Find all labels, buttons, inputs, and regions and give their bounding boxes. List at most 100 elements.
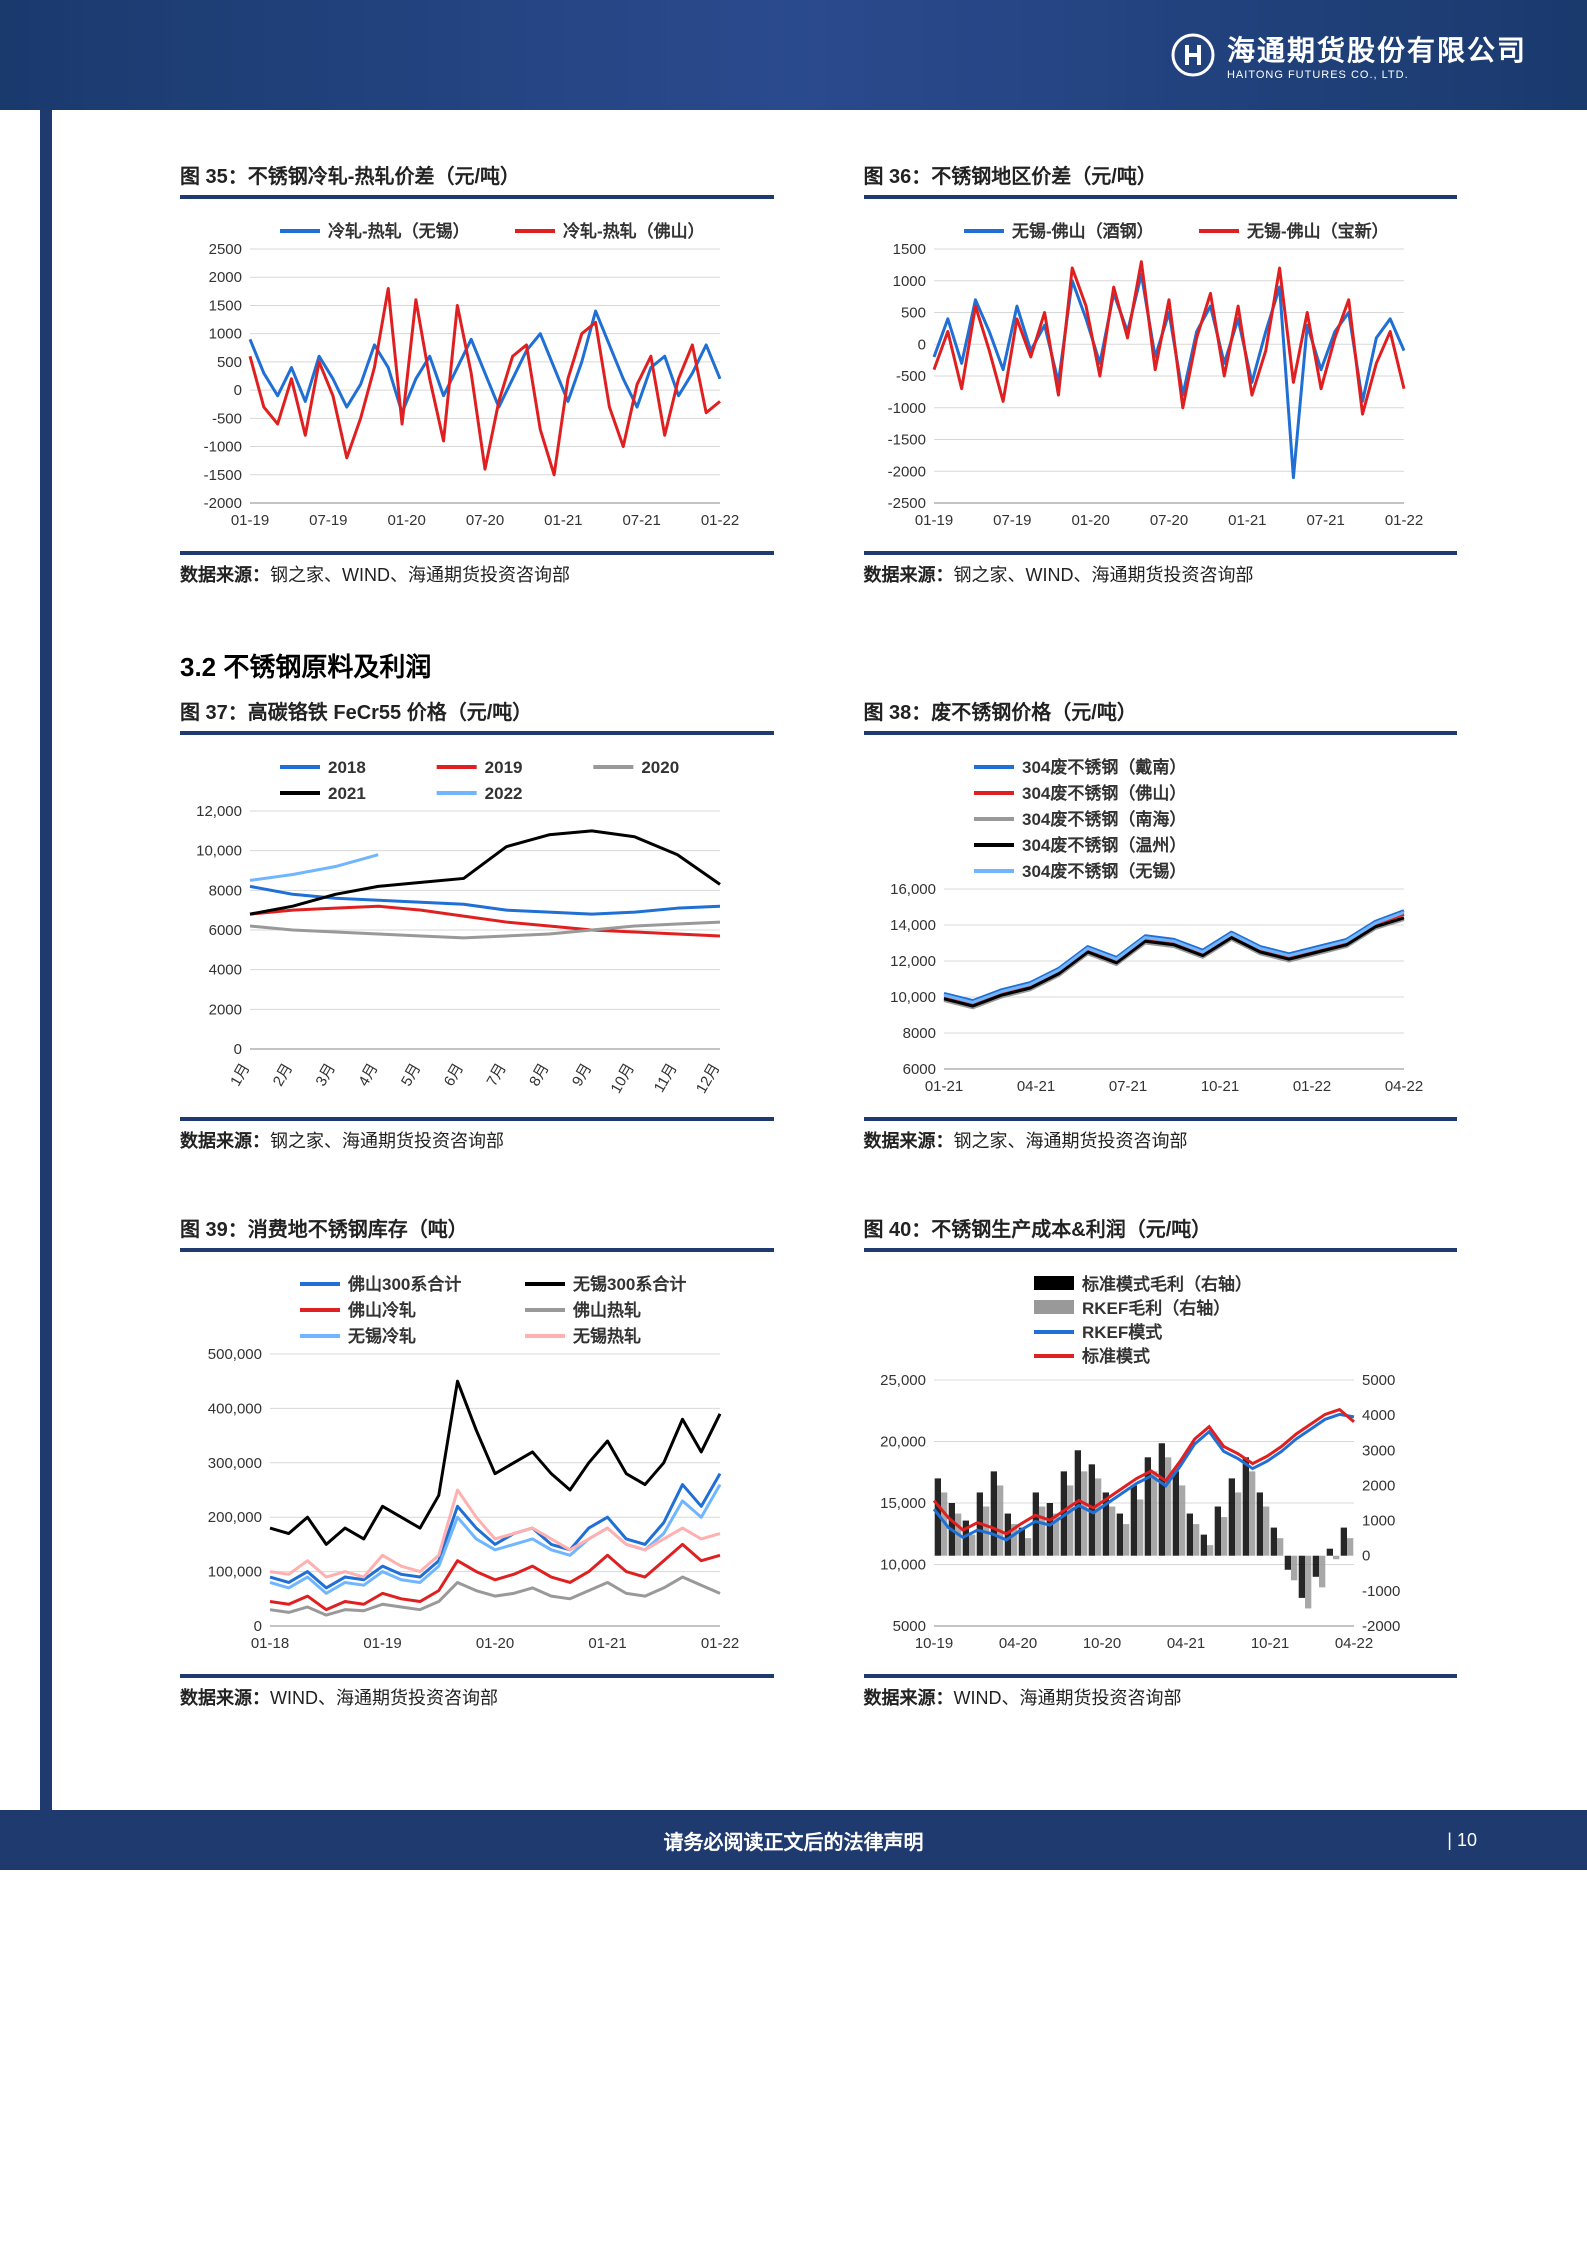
logo-icon: [1171, 33, 1215, 77]
company-logo: 海通期货股份有限公司 HAITONG FUTURES CO., LTD.: [1171, 29, 1527, 81]
svg-text:2019: 2019: [485, 758, 523, 777]
chart-row-2: 图 37：高碳铬铁 FeCr55 价格（元/吨） 201820192020202…: [180, 696, 1457, 1153]
svg-text:100,000: 100,000: [208, 1564, 262, 1581]
svg-text:4000: 4000: [209, 962, 242, 979]
svg-text:300,000: 300,000: [208, 1455, 262, 1472]
logo-text-cn: 海通期货股份有限公司: [1227, 29, 1527, 69]
svg-text:-1000: -1000: [1362, 1583, 1400, 1600]
svg-text:0: 0: [917, 336, 925, 353]
svg-text:400,000: 400,000: [208, 1400, 262, 1417]
chart-svg: 冷轧-热轧（无锡）冷轧-热轧（佛山）-2000-1500-1000-500050…: [180, 213, 740, 543]
svg-text:-1000: -1000: [887, 400, 925, 417]
svg-text:304废不锈钢（佛山）: 304废不锈钢（佛山）: [1022, 783, 1186, 803]
svg-text:12月: 12月: [693, 1061, 724, 1097]
svg-text:5000: 5000: [1362, 1372, 1395, 1389]
svg-text:冷轧-热轧（佛山）: 冷轧-热轧（佛山）: [563, 221, 705, 241]
svg-text:0: 0: [234, 382, 242, 399]
side-stripe: [40, 110, 52, 1810]
svg-text:1月: 1月: [227, 1061, 253, 1090]
svg-text:2000: 2000: [209, 1001, 242, 1018]
svg-text:RKEF模式: RKEF模式: [1082, 1322, 1162, 1342]
chart-source: 数据来源：钢之家、WIND、海通期货投资咨询部: [180, 551, 774, 587]
svg-text:01-19: 01-19: [231, 512, 269, 529]
chart-svg: 201820192020202120220200040006000800010,…: [180, 749, 740, 1109]
svg-text:1500: 1500: [892, 241, 925, 258]
svg-text:07-19: 07-19: [309, 512, 347, 529]
svg-text:-2500: -2500: [887, 495, 925, 512]
svg-text:01-22: 01-22: [701, 1635, 739, 1652]
chart-row-1: 图 35：不锈钢冷轧-热轧价差（元/吨） 冷轧-热轧（无锡） 冷轧-热轧（佛山） -…: [180, 160, 1457, 587]
svg-text:8月: 8月: [526, 1061, 552, 1090]
svg-text:2000: 2000: [209, 269, 242, 286]
svg-text:5000: 5000: [892, 1618, 925, 1635]
svg-text:1500: 1500: [209, 297, 242, 314]
svg-text:15,000: 15,000: [880, 1495, 926, 1512]
chart-source: 数据来源：WIND、海通期货投资咨询部: [180, 1674, 774, 1710]
svg-text:6月: 6月: [441, 1061, 467, 1090]
chart-40: 图 40：不锈钢生产成本&利润（元/吨） 标准模式毛利（右轴）RKEF毛利（右轴…: [864, 1213, 1458, 1710]
svg-text:11月: 11月: [651, 1061, 681, 1096]
svg-text:304废不锈钢（温州）: 304废不锈钢（温州）: [1022, 835, 1186, 855]
svg-text:500: 500: [217, 354, 242, 371]
svg-text:4000: 4000: [1362, 1407, 1395, 1424]
svg-text:10月: 10月: [607, 1061, 638, 1097]
section-title: 3.2 不锈钢原料及利润: [180, 647, 1457, 684]
svg-text:04-20: 04-20: [998, 1635, 1036, 1652]
chart-source: 数据来源：钢之家、海通期货投资咨询部: [180, 1117, 774, 1153]
svg-text:25,000: 25,000: [880, 1372, 926, 1389]
svg-text:14,000: 14,000: [890, 917, 936, 934]
svg-text:01-20: 01-20: [387, 512, 425, 529]
svg-text:-2000: -2000: [887, 463, 925, 480]
svg-text:500,000: 500,000: [208, 1346, 262, 1363]
svg-text:20,000: 20,000: [880, 1434, 926, 1451]
chart-37: 图 37：高碳铬铁 FeCr55 价格（元/吨） 201820192020202…: [180, 696, 774, 1153]
svg-text:2月: 2月: [270, 1061, 296, 1090]
svg-text:无锡-佛山（宝新）: 无锡-佛山（宝新）: [1246, 221, 1389, 241]
svg-text:07-21: 07-21: [1108, 1078, 1146, 1095]
svg-text:2018: 2018: [328, 758, 366, 777]
svg-text:01-18: 01-18: [251, 1635, 289, 1652]
svg-text:07-20: 07-20: [1149, 512, 1187, 529]
chart-title: 图 37：高碳铬铁 FeCr55 价格（元/吨）: [180, 696, 774, 735]
svg-text:04-22: 04-22: [1384, 1078, 1422, 1095]
svg-text:-500: -500: [895, 368, 925, 385]
footer-page-number: | 10: [1447, 1830, 1477, 1851]
svg-text:01-21: 01-21: [1228, 512, 1266, 529]
svg-text:2500: 2500: [209, 241, 242, 258]
svg-text:冷轧-热轧（无锡）: 冷轧-热轧（无锡）: [328, 221, 470, 241]
chart-svg: 佛山300系合计无锡300系合计佛山冷轧佛山热轧无锡冷轧无锡热轧0100,000…: [180, 1266, 740, 1666]
svg-text:标准模式: 标准模式: [1082, 1346, 1150, 1366]
chart-svg: 304废不锈钢（戴南）304废不锈钢（佛山）304废不锈钢（南海）304废不锈钢…: [864, 749, 1424, 1109]
svg-text:04-21: 04-21: [1016, 1078, 1054, 1095]
svg-text:10,000: 10,000: [880, 1557, 926, 1574]
svg-text:07-20: 07-20: [466, 512, 504, 529]
svg-text:-500: -500: [212, 410, 242, 427]
svg-text:01-22: 01-22: [701, 512, 739, 529]
logo-text-en: HAITONG FUTURES CO., LTD.: [1227, 69, 1527, 81]
chart-source: 数据来源：钢之家、WIND、海通期货投资咨询部: [864, 551, 1458, 587]
svg-text:7月: 7月: [483, 1061, 509, 1090]
chart-39: 图 39：消费地不锈钢库存（吨） 佛山300系合计无锡300系合计佛山冷轧佛山热…: [180, 1213, 774, 1710]
svg-text:10-19: 10-19: [914, 1635, 952, 1652]
svg-text:12,000: 12,000: [196, 803, 242, 820]
chart-38: 图 38：废不锈钢价格（元/吨） 304废不锈钢（戴南）304废不锈钢（佛山）3…: [864, 696, 1458, 1153]
svg-text:01-19: 01-19: [363, 1635, 401, 1652]
chart-source: 数据来源：钢之家、海通期货投资咨询部: [864, 1117, 1458, 1153]
svg-text:01-22: 01-22: [1384, 512, 1422, 529]
svg-text:01-22: 01-22: [1292, 1078, 1330, 1095]
chart-36: 图 36：不锈钢地区价差（元/吨） 无锡-佛山（酒钢）无锡-佛山（宝新）-250…: [864, 160, 1458, 587]
svg-text:12,000: 12,000: [890, 953, 936, 970]
svg-text:1000: 1000: [209, 326, 242, 343]
header-band: 海通期货股份有限公司 HAITONG FUTURES CO., LTD.: [0, 0, 1587, 110]
svg-text:07-19: 07-19: [993, 512, 1031, 529]
svg-text:6000: 6000: [209, 922, 242, 939]
svg-text:0: 0: [1362, 1548, 1370, 1565]
chart-svg: 标准模式毛利（右轴）RKEF毛利（右轴）RKEF模式标准模式500010,000…: [864, 1266, 1424, 1666]
svg-text:4月: 4月: [355, 1061, 381, 1090]
svg-text:佛山300系合计: 佛山300系合计: [347, 1274, 461, 1294]
chart-title: 图 35：不锈钢冷轧-热轧价差（元/吨）: [180, 160, 774, 199]
svg-text:-1500: -1500: [204, 467, 242, 484]
svg-text:07-21: 07-21: [1306, 512, 1344, 529]
svg-text:10-20: 10-20: [1082, 1635, 1120, 1652]
svg-text:标准模式毛利（右轴）: 标准模式毛利（右轴）: [1082, 1274, 1252, 1294]
